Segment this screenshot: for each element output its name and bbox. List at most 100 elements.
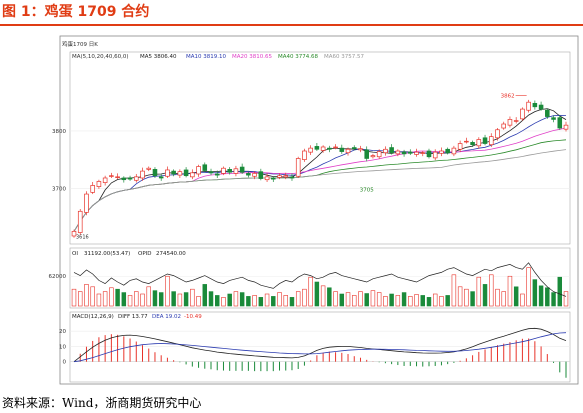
ma60-line (73, 149, 567, 232)
open-interest-line (73, 262, 567, 297)
price-legend: MA(5,10,20,40,60,0) MA5 3806.40 MA10 381… (72, 54, 364, 60)
candle-body-13 (152, 169, 158, 177)
candle-body-56 (420, 152, 426, 154)
candle-body-53 (401, 151, 407, 155)
volume-bar-48 (370, 290, 376, 307)
volume-bar-1 (77, 291, 83, 307)
volume-bar-series (71, 267, 569, 307)
volume-legend-item-0: OI (72, 251, 78, 257)
price-legend-item-2: MA10 3819.10 (186, 54, 226, 60)
candle-body-5 (102, 177, 108, 183)
volume-bar-64 (470, 291, 475, 307)
candle-body-43 (339, 147, 345, 152)
volume-bar-0 (71, 288, 77, 307)
volume-bar-4 (96, 293, 102, 307)
volume-bar-63 (464, 288, 469, 307)
candle-body-44 (345, 148, 351, 154)
macd-tick-label-0: 0 (63, 360, 67, 366)
candle-body-36 (295, 158, 301, 177)
volume-bar-45 (352, 295, 357, 307)
candle-body-32 (271, 177, 276, 180)
volume-bar-2 (84, 284, 89, 307)
candle-body-31 (264, 176, 270, 181)
volume-bar-20 (196, 296, 201, 307)
candle-body-58 (432, 151, 438, 159)
volume-bar-78 (557, 276, 563, 307)
volume-bar-23 (215, 295, 220, 307)
volume-legend: OI 31192.00(53.47) OPID 274540.00 (72, 251, 186, 257)
price-grid (70, 130, 570, 189)
volume-bar-71 (513, 286, 519, 307)
volume-bar-59 (439, 296, 444, 307)
candle-body-14 (158, 176, 164, 179)
volume-bar-8 (121, 292, 127, 307)
volume-bar-5 (102, 291, 108, 307)
volume-legend-item-3: 274540.00 (156, 251, 186, 257)
volume-bar-35 (289, 297, 295, 307)
candle-body-73 (526, 101, 531, 111)
candle-body-38 (308, 147, 313, 153)
volume-bar-36 (295, 291, 301, 307)
candle-body-52 (395, 150, 401, 155)
volume-bar-12 (146, 286, 151, 307)
volume-bar-10 (134, 291, 139, 307)
candle-body-7 (115, 176, 120, 178)
candle-body-16 (171, 170, 176, 175)
candle-body-8 (121, 177, 127, 181)
candle-body-15 (165, 169, 170, 177)
candle-body-2 (84, 193, 89, 213)
volume-bar-19 (190, 288, 195, 307)
candle-body-3 (90, 185, 95, 193)
volume-bar-46 (358, 291, 363, 307)
volume-bar-69 (501, 291, 506, 307)
ma10-line (73, 115, 567, 232)
volume-bar-49 (376, 292, 382, 307)
annotation-label-1: 3705 (360, 187, 374, 193)
price-legend-item-5: MA60 3757.57 (324, 54, 364, 60)
macd-tick-label-1: 10 (59, 344, 66, 350)
candle-body-37 (302, 150, 307, 160)
candle-body-17 (177, 171, 183, 176)
price-annotations: 3862 3705 3616 (76, 93, 527, 241)
candle-body-26 (233, 168, 239, 174)
candle-body-64 (470, 142, 475, 146)
candle-body-27 (239, 166, 245, 173)
candle-body-20 (196, 166, 201, 175)
candle-body-62 (457, 143, 463, 150)
open-interest-path (73, 262, 567, 297)
volume-bar-73 (526, 267, 531, 307)
ma5-line (73, 108, 567, 232)
candle-body-74 (532, 102, 538, 108)
volume-bar-60 (445, 295, 450, 307)
macd-legend: MACD(12,26,9) DIFF 13.77 DEA 19.02 -10.4… (72, 314, 202, 320)
volume-bar-54 (408, 296, 413, 307)
candle-body-22 (208, 171, 214, 174)
volume-bar-30 (258, 297, 264, 307)
volume-bar-16 (171, 291, 176, 307)
candle-body-29 (252, 173, 257, 177)
volume-panel (69, 247, 571, 309)
candle-body-63 (464, 140, 469, 143)
volume-bar-33 (277, 292, 282, 307)
volume-y-axis: 62000 (49, 274, 570, 280)
volume-bar-62 (457, 286, 463, 307)
volume-bar-65 (476, 276, 482, 307)
annotation-label-0: 3862 (501, 93, 515, 99)
figure-title: 图 1：鸡蛋 1709 合约 (2, 4, 150, 20)
candle-body-12 (146, 167, 152, 170)
macd-legend-item-1: DIFF 13.77 (118, 314, 148, 320)
volume-tick-label-0: 62000 (49, 274, 67, 280)
macd-y-axis: 0 10 20 (59, 329, 570, 366)
candle-body-39 (314, 146, 320, 150)
candle-body-4 (96, 181, 102, 187)
price-legend-item-3: MA20 3810.65 (232, 54, 272, 60)
price-tick-label-1: 3800 (52, 129, 66, 135)
volume-bar-61 (451, 274, 457, 307)
candle-body-25 (227, 169, 232, 173)
candle-body-24 (221, 167, 226, 174)
volume-bar-68 (495, 288, 500, 307)
volume-bar-37 (302, 288, 307, 307)
title-rule (0, 24, 583, 26)
volume-bar-47 (364, 293, 369, 307)
candle-body-28 (246, 173, 251, 176)
